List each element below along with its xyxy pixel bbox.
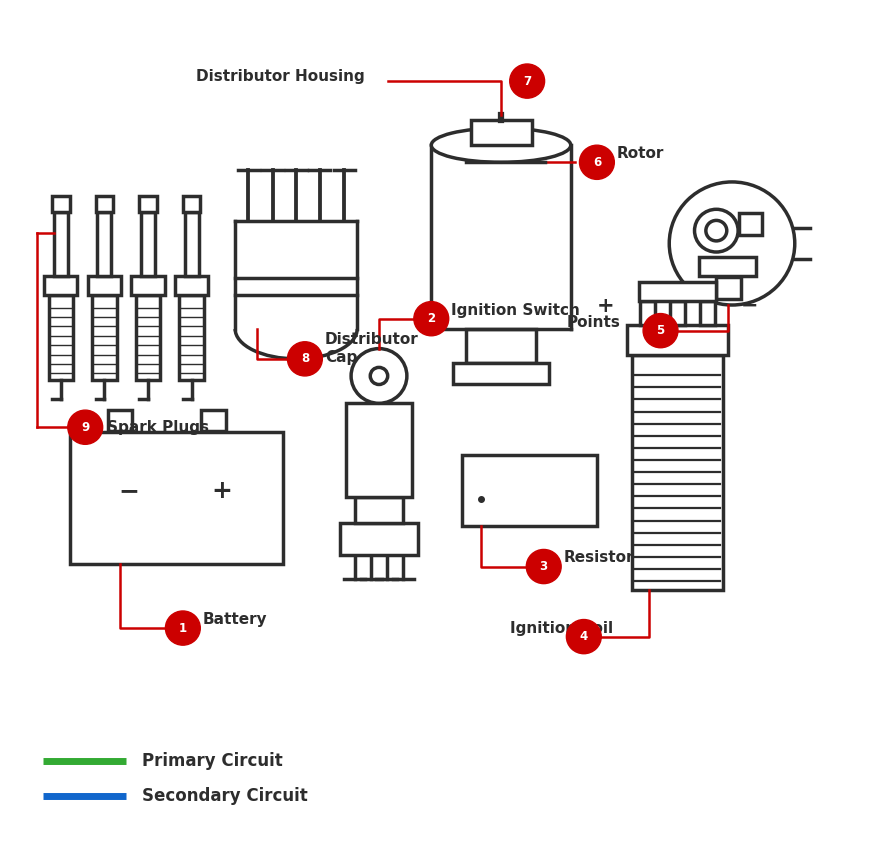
Text: Rotor: Rotor (617, 146, 664, 161)
Text: Ignition Coil: Ignition Coil (510, 620, 612, 635)
Bar (699, 257, 756, 276)
Circle shape (579, 145, 614, 180)
Text: +: + (597, 296, 614, 316)
Bar (640, 300, 656, 324)
Text: 2: 2 (427, 312, 436, 325)
Circle shape (510, 64, 545, 98)
Bar (340, 523, 418, 556)
Ellipse shape (431, 128, 571, 162)
Text: Distributor Housing: Distributor Housing (196, 69, 364, 85)
Text: 9: 9 (81, 421, 90, 434)
Bar (98, 211, 112, 276)
Circle shape (643, 313, 678, 348)
Bar (670, 300, 686, 324)
Circle shape (288, 342, 322, 376)
Bar (183, 197, 201, 211)
Bar (462, 456, 597, 526)
Circle shape (351, 349, 407, 403)
Bar (180, 295, 204, 381)
Circle shape (526, 550, 561, 583)
Bar (54, 211, 68, 276)
Bar (700, 300, 715, 324)
Bar (70, 432, 283, 564)
Circle shape (370, 368, 388, 385)
Bar (466, 329, 536, 363)
Text: Resistor: Resistor (564, 551, 634, 565)
Text: Points: Points (567, 315, 620, 330)
Bar (44, 276, 77, 295)
Bar (52, 197, 70, 211)
Bar (716, 277, 741, 299)
Bar (141, 211, 155, 276)
Text: 1: 1 (179, 621, 187, 634)
Circle shape (706, 220, 727, 241)
Bar (639, 282, 716, 300)
Bar (355, 497, 403, 523)
Bar (88, 276, 121, 295)
Bar (136, 295, 160, 381)
Bar (48, 295, 73, 381)
Bar (185, 211, 199, 276)
Text: 7: 7 (523, 74, 532, 87)
Text: Primary Circuit: Primary Circuit (142, 752, 282, 770)
Bar (627, 324, 728, 355)
Text: 5: 5 (656, 324, 664, 337)
Text: +: + (212, 479, 232, 503)
Text: −: − (741, 296, 759, 316)
Bar (139, 197, 157, 211)
Text: Battery: Battery (203, 612, 268, 627)
Text: 6: 6 (593, 156, 601, 169)
Text: Secondary Circuit: Secondary Circuit (142, 787, 308, 805)
Text: −: − (118, 479, 139, 503)
Bar (632, 355, 723, 589)
Text: Spark Plugs: Spark Plugs (107, 419, 209, 435)
Bar (96, 197, 114, 211)
Text: 3: 3 (539, 560, 547, 573)
Bar (346, 403, 412, 497)
Circle shape (670, 182, 795, 305)
Bar (453, 363, 549, 385)
Bar (131, 276, 165, 295)
Text: Distributor
Cap: Distributor Cap (325, 332, 419, 365)
Circle shape (165, 611, 201, 646)
Text: 8: 8 (301, 352, 309, 365)
Circle shape (567, 620, 601, 653)
Text: 4: 4 (580, 630, 588, 643)
Bar (202, 410, 225, 432)
Bar (175, 276, 209, 295)
Bar (92, 295, 117, 381)
Text: Ignition Switch: Ignition Switch (451, 303, 580, 318)
Circle shape (694, 210, 738, 252)
Bar (739, 212, 762, 235)
Bar (108, 410, 132, 432)
Bar (471, 120, 532, 145)
Circle shape (414, 301, 449, 336)
Circle shape (68, 410, 103, 444)
